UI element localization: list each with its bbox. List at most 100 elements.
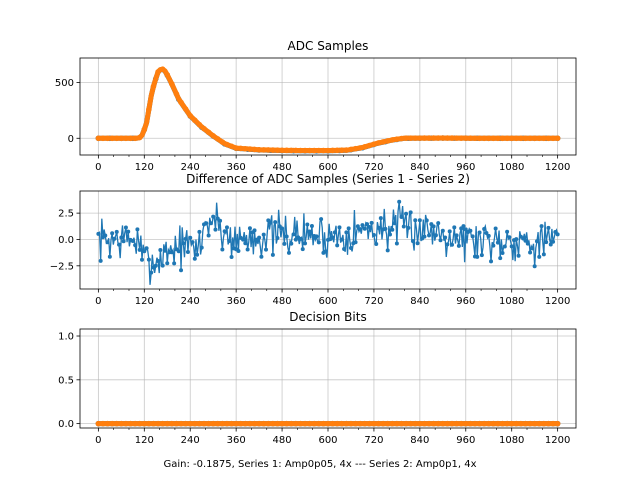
x-tick-label: 360: [227, 296, 246, 307]
x-tick-label: 360: [227, 435, 246, 446]
difference-plot: 0 120 240 360 480 600 720 840 960 1080 1200 −2.5 0.0…: [50, 172, 577, 307]
difference-point: [404, 211, 409, 216]
series-2-point: [485, 135, 492, 142]
difference-point: [551, 239, 556, 244]
difference-point: [303, 241, 308, 246]
difference-point: [300, 247, 305, 252]
series-2-point: [155, 69, 161, 75]
difference-point: [199, 245, 204, 250]
difference-point: [365, 222, 370, 227]
x-tick-label: 600: [318, 162, 337, 173]
series-2-point: [518, 420, 524, 427]
difference-point: [319, 217, 324, 222]
series-2-point: [302, 420, 308, 427]
difference-point: [264, 247, 268, 252]
series-2-point: [205, 129, 212, 136]
series-2-point: [499, 420, 506, 427]
difference-point: [447, 229, 452, 234]
series-2-point: [467, 135, 474, 142]
difference-point: [514, 237, 519, 242]
x-tick-label: 600: [318, 296, 337, 307]
difference-point: [452, 225, 457, 230]
x-tick-label: 0: [95, 296, 101, 307]
difference-point: [525, 241, 530, 246]
series-2-point: [394, 136, 400, 143]
series-2-point: [430, 135, 437, 141]
y-tick-label: 0.0: [58, 419, 74, 430]
y-tick-label: 0.0: [58, 235, 74, 246]
series-2-point: [146, 420, 152, 427]
difference-point: [204, 221, 209, 226]
difference-point: [362, 226, 367, 231]
series-2-point: [329, 147, 336, 154]
series-2-point: [306, 147, 313, 154]
series-2-point: [109, 135, 115, 142]
series-2-point: [398, 420, 405, 427]
series-2-point: [407, 420, 414, 427]
difference-point: [509, 244, 514, 249]
x-tick-label: 240: [181, 435, 200, 446]
difference-point: [392, 221, 397, 226]
series-2-point: [467, 420, 474, 427]
series-2-point: [256, 146, 262, 153]
difference-point: [183, 236, 188, 241]
difference-point: [530, 246, 535, 251]
difference-point: [137, 247, 142, 252]
difference-point: [555, 232, 560, 237]
y-tick-label: 0.5: [58, 375, 74, 386]
difference-point: [491, 243, 496, 248]
difference-point: [427, 233, 432, 238]
difference-point: [172, 261, 177, 266]
series-2-point: [146, 106, 152, 113]
series-2-point: [462, 420, 469, 427]
series-2-point: [384, 138, 391, 144]
series-2-point: [219, 139, 226, 145]
series-2-point: [458, 420, 464, 427]
difference-point: [252, 228, 257, 233]
x-tick-label: 480: [273, 435, 292, 446]
x-tick-label: 120: [135, 162, 154, 173]
series-2-point: [325, 420, 331, 427]
x-tick-label: 1080: [499, 296, 524, 307]
difference-point: [502, 244, 507, 249]
difference-point: [169, 250, 174, 255]
series-2-point: [123, 135, 129, 142]
series-2-point: [192, 420, 198, 427]
difference-point: [383, 226, 388, 231]
series-2-point: [104, 135, 111, 142]
difference-point: [188, 235, 193, 240]
difference-point: [445, 242, 450, 247]
series-2-point: [361, 420, 368, 427]
difference-point: [537, 254, 542, 259]
difference-point: [270, 252, 275, 257]
series-2-point: [178, 420, 184, 427]
series-2-point: [320, 147, 327, 154]
series-2-point: [550, 135, 556, 142]
difference-point: [440, 228, 445, 233]
chart-title: Decision Bits: [289, 310, 366, 324]
x-tick-label: 360: [227, 162, 246, 173]
series-2-point: [444, 135, 451, 141]
difference-point: [443, 235, 448, 240]
difference-point: [385, 248, 390, 253]
series-2-point: [421, 135, 428, 141]
difference-point: [348, 246, 353, 251]
series-2-point: [476, 135, 483, 142]
x-tick-label: 840: [410, 435, 429, 446]
series-2-point: [320, 420, 327, 427]
x-tick-label: 1200: [545, 435, 570, 446]
difference-point: [165, 261, 170, 266]
difference-point: [399, 214, 404, 219]
difference-point: [486, 233, 491, 238]
difference-point: [371, 232, 376, 237]
series-2-point: [164, 420, 171, 427]
series-2-point: [449, 420, 455, 427]
series-2-point: [113, 135, 120, 142]
series-2-point: [242, 420, 249, 427]
series-2-point: [279, 420, 285, 427]
x-tick-label: 720: [364, 435, 383, 446]
difference-point: [162, 248, 167, 253]
series-2-point: [495, 420, 501, 427]
difference-point: [142, 249, 147, 254]
difference-point: [450, 242, 454, 247]
